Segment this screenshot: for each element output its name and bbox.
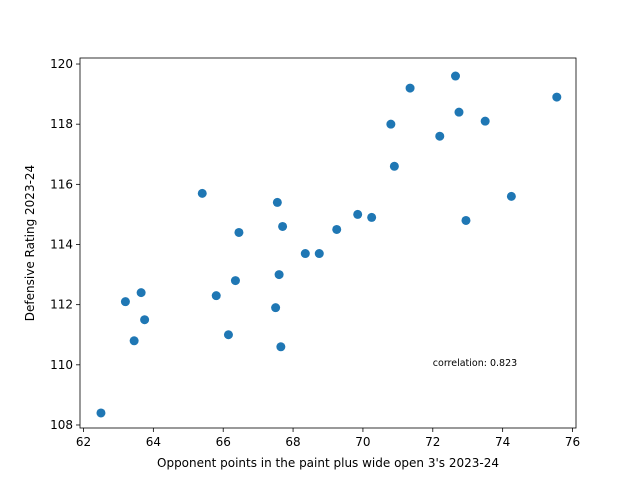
data-point-25 bbox=[450, 71, 460, 81]
data-point-16 bbox=[300, 249, 310, 259]
data-point-1 bbox=[96, 408, 106, 418]
x-tick-label: 76 bbox=[565, 435, 580, 449]
data-point-24 bbox=[435, 131, 445, 141]
data-point-21 bbox=[386, 119, 396, 129]
data-point-26 bbox=[454, 107, 464, 117]
data-point-6 bbox=[197, 188, 207, 198]
data-point-17 bbox=[314, 249, 324, 259]
data-point-2 bbox=[120, 297, 130, 307]
plot-area bbox=[79, 57, 577, 429]
y-tick-label: 118 bbox=[50, 117, 73, 131]
data-point-18 bbox=[332, 224, 342, 234]
y-axis-label: Defensive Rating 2023-24 bbox=[23, 165, 37, 321]
data-point-7 bbox=[211, 291, 221, 301]
data-points bbox=[96, 71, 562, 418]
data-point-13 bbox=[274, 270, 284, 280]
x-tick-label: 66 bbox=[216, 435, 231, 449]
data-point-28 bbox=[480, 116, 490, 126]
data-point-30 bbox=[552, 92, 562, 102]
data-point-20 bbox=[367, 212, 377, 222]
x-tick-label: 70 bbox=[355, 435, 370, 449]
data-point-22 bbox=[389, 161, 399, 171]
data-point-29 bbox=[506, 191, 516, 201]
data-point-27 bbox=[461, 215, 471, 225]
x-axis-ticks: 62 64 66 68 70 72 74 76 bbox=[76, 428, 580, 449]
data-point-15 bbox=[278, 221, 288, 231]
x-axis-label: Opponent points in the paint plus wide o… bbox=[157, 456, 499, 470]
y-tick-label: 116 bbox=[50, 177, 73, 191]
data-point-14 bbox=[276, 342, 286, 352]
data-point-11 bbox=[271, 303, 281, 313]
y-tick-label: 120 bbox=[50, 57, 73, 71]
data-point-23 bbox=[405, 83, 415, 93]
y-tick-label: 108 bbox=[50, 418, 73, 432]
x-tick-label: 72 bbox=[425, 435, 440, 449]
data-point-3 bbox=[129, 336, 139, 346]
x-tick-label: 64 bbox=[146, 435, 161, 449]
y-tick-label: 112 bbox=[50, 298, 73, 312]
data-point-9 bbox=[230, 276, 240, 286]
y-axis-ticks: 108 110 112 114 116 118 120 bbox=[50, 57, 80, 432]
data-point-12 bbox=[272, 197, 282, 207]
data-point-8 bbox=[223, 330, 233, 340]
data-point-19 bbox=[353, 209, 363, 219]
y-tick-label: 110 bbox=[50, 358, 73, 372]
y-tick-label: 114 bbox=[50, 238, 73, 252]
x-tick-label: 62 bbox=[76, 435, 91, 449]
x-tick-label: 68 bbox=[285, 435, 300, 449]
data-point-10 bbox=[234, 227, 244, 237]
correlation-annotation: correlation: 0.823 bbox=[433, 358, 517, 369]
data-point-4 bbox=[136, 288, 146, 298]
x-tick-label: 74 bbox=[495, 435, 510, 449]
data-point-5 bbox=[140, 315, 150, 325]
